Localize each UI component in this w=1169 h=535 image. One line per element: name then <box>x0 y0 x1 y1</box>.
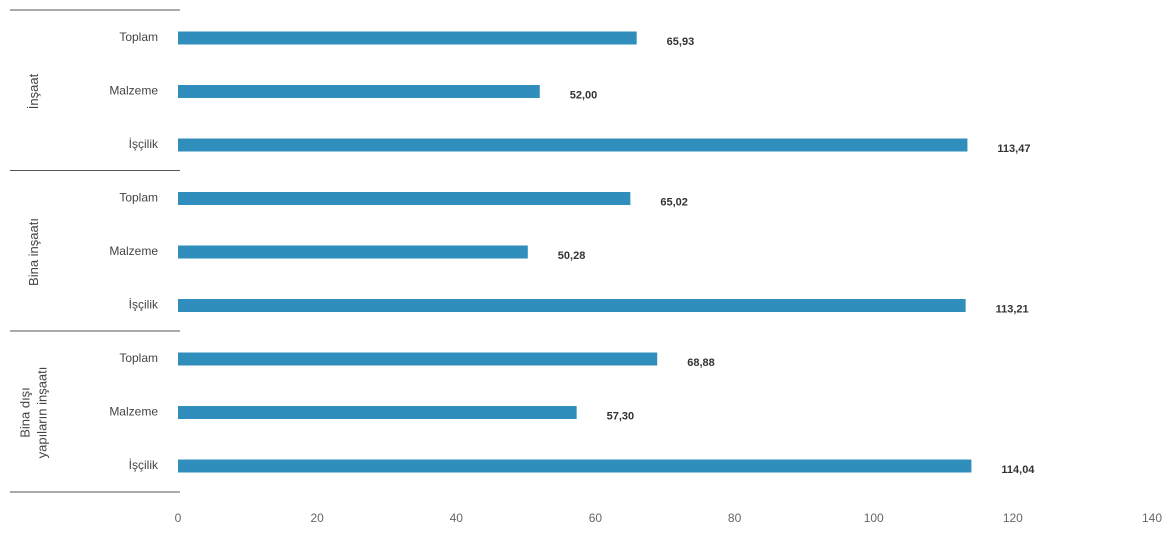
category-label: İşçilik <box>129 298 159 312</box>
data-label: 114,04 <box>1001 464 1035 476</box>
bar <box>178 138 968 152</box>
bar <box>178 245 528 259</box>
category-label: Toplam <box>119 30 158 44</box>
bar <box>178 85 540 98</box>
data-label: 113,47 <box>997 143 1030 155</box>
bar <box>178 299 966 312</box>
x-tick-label: 60 <box>589 511 603 525</box>
x-tick-label: 40 <box>450 511 464 525</box>
group-label: İnşaat <box>26 73 41 109</box>
x-tick-label: 100 <box>864 511 884 525</box>
data-label: 52,00 <box>570 89 598 101</box>
data-label: 68,88 <box>687 357 715 369</box>
group-label: Bina inşaatı <box>26 218 41 286</box>
data-label: 113,21 <box>996 303 1029 315</box>
bar <box>178 352 658 366</box>
data-label: 57,30 <box>607 410 635 422</box>
x-tick-label: 0 <box>175 511 182 525</box>
x-tick-label: 20 <box>310 511 324 525</box>
x-tick-label: 140 <box>1142 511 1162 525</box>
data-label: 50,28 <box>558 250 586 262</box>
group-label: yapıların inşaatı <box>35 367 50 459</box>
data-label: 65,02 <box>660 196 688 208</box>
category-label: Malzeme <box>109 405 158 419</box>
category-label: Toplam <box>119 191 158 205</box>
group-label: Bina dışı <box>18 387 33 438</box>
bar <box>178 459 972 473</box>
bar <box>178 406 577 419</box>
x-tick-label: 80 <box>728 511 742 525</box>
category-label: Malzeme <box>109 244 158 258</box>
category-label: İşçilik <box>129 458 159 472</box>
category-label: Malzeme <box>109 84 158 98</box>
x-tick-label: 120 <box>1003 511 1023 525</box>
category-label: Toplam <box>119 351 158 365</box>
bar <box>178 192 631 205</box>
category-label: İşçilik <box>129 137 159 151</box>
data-label: 65,93 <box>667 36 695 48</box>
bar <box>178 31 637 45</box>
